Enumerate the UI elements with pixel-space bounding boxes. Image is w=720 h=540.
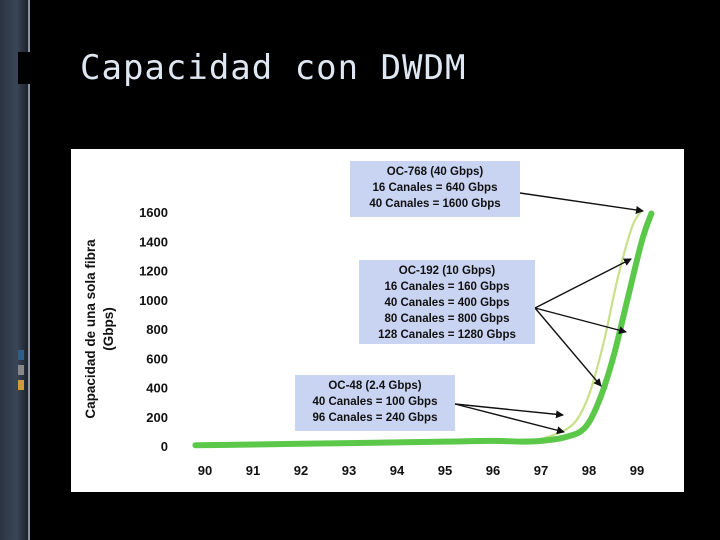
x-tick-label: 92 [294,463,308,478]
annotation-line: OC-768 (40 Gbps) [387,166,484,178]
y-tick-label: 800 [146,322,168,337]
annotation-line: OC-48 (2.4 Gbps) [328,380,421,392]
annotation-line: 80 Canales = 800 Gbps [385,313,510,325]
y-axis-label-line: (Gbps) [101,307,116,351]
slide-title: Capacidad con DWDM [80,48,467,88]
annotation-line: 16 Canales = 640 Gbps [373,182,498,194]
x-tick-label: 97 [534,463,548,478]
x-tick-label: 98 [582,463,596,478]
annotation-arrow [454,403,565,435]
side-line [28,0,30,540]
title-marker [18,52,30,84]
accent-marker [18,350,24,360]
side-bar [0,0,28,540]
capacity-chart: 0 200 400 600 800 1000 1200 1400 1600 90 91 92 93 94 9… [83,161,655,478]
annotation-line: 16 Canales = 160 Gbps [385,281,510,293]
x-tick-label: 96 [486,463,500,478]
annotation-line: 40 Canales = 100 Gbps [313,396,438,408]
y-axis-label: Capacidad de una sola fibra (Gbps) [83,239,116,419]
annotation-line: 128 Canales = 1280 Gbps [378,329,516,341]
y-tick-label: 1000 [139,293,168,308]
y-tick-label: 1200 [139,264,168,279]
annotation-box [359,260,535,344]
y-tick-label: 200 [146,410,168,425]
annotation-line: 96 Canales = 240 Gbps [313,412,438,424]
y-tick-label: 400 [146,381,168,396]
y-tick-label: 1600 [139,205,168,220]
x-tick-label: 93 [342,463,356,478]
chart-area: 0 200 400 600 800 1000 1200 1400 1600 90 91 92 93 94 9… [71,149,684,492]
annotation-arrow [534,258,632,309]
accent-marker [18,380,24,390]
annotation-line: 40 Canales = 400 Gbps [385,297,510,309]
annotation-arrow [534,307,602,387]
y-tick-label: 0 [161,439,168,454]
annotation-arrow [454,403,564,419]
accent-marker [18,365,24,375]
annotation-line: 40 Canales = 1600 Gbps [369,198,500,210]
series-line [535,209,643,442]
x-tick-label: 91 [246,463,260,478]
annotation-arrow [534,307,627,335]
x-tick-label: 99 [630,463,644,478]
annotation-arrow [519,192,644,214]
annotation-box [295,375,455,431]
x-tick-label: 90 [198,463,212,478]
y-tick-label: 600 [146,351,168,366]
y-axis-label-line: Capacidad de una sola fibra [83,239,98,419]
annotation-box [350,161,520,217]
x-tick-label: 95 [438,463,452,478]
x-tick-label: 94 [390,463,405,478]
y-tick-label: 1400 [139,234,168,249]
annotation-line: OC-192 (10 Gbps) [399,265,496,277]
